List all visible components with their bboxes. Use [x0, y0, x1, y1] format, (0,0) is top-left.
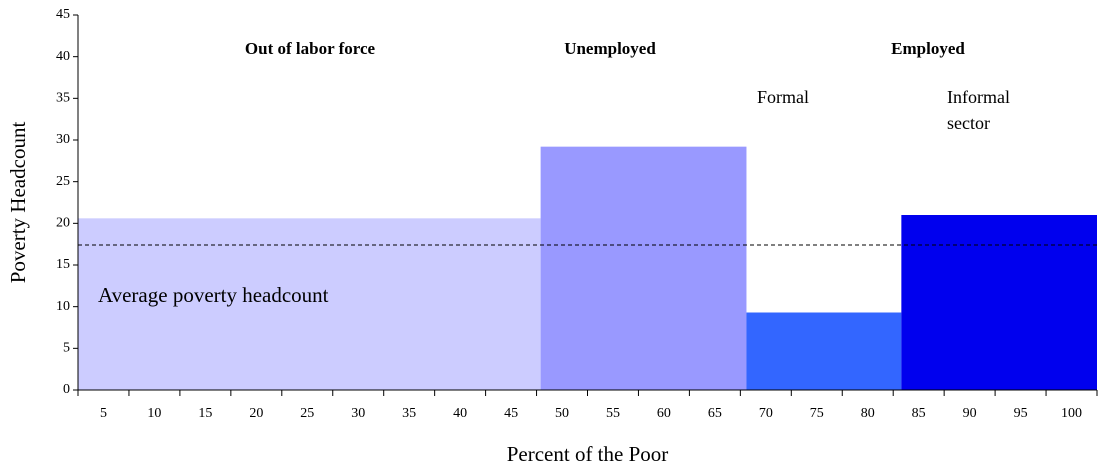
x-tick-label: 80: [861, 406, 875, 421]
group-label: Out of labor force: [244, 39, 376, 58]
y-tick-label: 30: [56, 132, 70, 147]
x-tick-label: 90: [963, 406, 977, 421]
y-tick-label: 5: [63, 341, 70, 356]
x-tick-label: 15: [198, 406, 212, 421]
bar: [746, 312, 902, 390]
bar: [901, 215, 1097, 390]
x-tick-label: 95: [1014, 406, 1028, 421]
x-tick-label: 65: [708, 406, 722, 421]
x-tick-label: 50: [555, 406, 569, 421]
x-tick-label: 55: [606, 406, 620, 421]
y-tick-label: 25: [56, 174, 70, 189]
bar: [78, 218, 541, 390]
x-tick-label: 20: [249, 406, 263, 421]
y-tick-label: 15: [56, 257, 70, 272]
x-tick-label: 100: [1061, 406, 1082, 421]
x-tick-label: 45: [504, 406, 518, 421]
group-label: Unemployed: [564, 39, 656, 58]
x-tick-label: 25: [300, 406, 314, 421]
x-tick-label: 85: [912, 406, 926, 421]
x-axis-label: Percent of the Poor: [507, 442, 669, 466]
x-tick-label: 70: [759, 406, 773, 421]
x-tick-label: 35: [402, 406, 416, 421]
average-label: Average poverty headcount: [98, 283, 329, 307]
x-tick-label: 40: [453, 406, 467, 421]
bar: [540, 146, 747, 390]
x-tick-label: 75: [810, 406, 824, 421]
y-tick-label: 10: [56, 299, 70, 314]
group-label: Employed: [891, 39, 965, 58]
x-tick-label: 10: [147, 406, 161, 421]
y-tick-label: 35: [56, 91, 70, 106]
sector-label: Informal sector: [947, 87, 1010, 133]
y-axis-label: Poverty Headcount: [6, 122, 30, 284]
y-tick-label: 45: [56, 7, 70, 22]
sector-label: Formal: [757, 87, 809, 107]
y-tick-label: 0: [63, 382, 70, 397]
y-tick-label: 40: [56, 49, 70, 64]
x-tick-label: 5: [100, 406, 107, 421]
y-tick-label: 20: [56, 216, 70, 231]
x-tick-label: 60: [657, 406, 671, 421]
x-tick-label: 30: [351, 406, 365, 421]
